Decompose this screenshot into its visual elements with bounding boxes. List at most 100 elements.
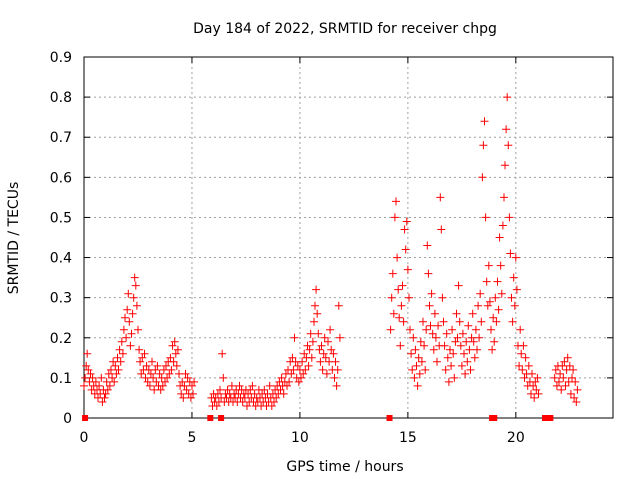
- data-point: [478, 173, 487, 182]
- data-point: [490, 337, 499, 346]
- no-data-marker: [386, 415, 393, 421]
- data-point: [561, 381, 570, 390]
- y-tick-label: 0.9: [50, 50, 72, 66]
- data-point: [410, 373, 419, 382]
- y-tick-label: 0.6: [50, 170, 72, 186]
- data-point: [494, 305, 503, 314]
- data-point: [442, 329, 451, 338]
- data-point: [516, 325, 525, 334]
- data-point: [422, 325, 431, 334]
- data-point: [114, 365, 123, 374]
- data-point: [444, 377, 453, 386]
- data-point: [408, 365, 417, 374]
- data-point: [300, 349, 309, 358]
- data-point: [126, 341, 135, 350]
- data-point: [510, 301, 519, 310]
- data-point: [91, 377, 100, 386]
- data-point: [218, 349, 227, 358]
- data-point: [304, 361, 313, 370]
- data-point: [86, 369, 95, 378]
- data-point: [388, 269, 397, 278]
- data-point: [398, 281, 407, 290]
- data-point: [248, 381, 257, 390]
- data-point: [121, 313, 129, 322]
- y-tick-label: 0.1: [50, 371, 72, 387]
- data-point: [555, 377, 563, 386]
- data-point: [98, 398, 107, 406]
- x-tick-label: 20: [507, 430, 525, 446]
- data-point: [290, 333, 299, 342]
- data-point: [436, 193, 445, 202]
- no-data-marker: [218, 415, 225, 421]
- data-point: [119, 325, 128, 334]
- data-point: [333, 365, 342, 374]
- data-point: [449, 349, 458, 358]
- no-data-marker: [207, 415, 214, 421]
- data-point: [113, 353, 122, 362]
- data-point: [213, 389, 222, 398]
- data-point: [109, 357, 118, 366]
- data-point: [420, 341, 429, 350]
- data-point: [469, 337, 478, 346]
- data-point: [448, 325, 457, 334]
- data-point: [572, 398, 581, 406]
- data-point: [97, 373, 106, 382]
- data-point: [556, 369, 565, 378]
- data-point: [151, 365, 160, 374]
- data-point: [457, 361, 466, 370]
- data-point: [464, 321, 473, 330]
- data-point: [307, 353, 316, 362]
- data-point: [305, 345, 314, 354]
- data-point: [394, 285, 403, 294]
- data-point: [287, 369, 296, 378]
- grid: [84, 57, 613, 418]
- data-point: [447, 361, 456, 370]
- data-point: [521, 353, 530, 362]
- data-point: [122, 333, 131, 342]
- data-point: [156, 385, 165, 394]
- data-point: [219, 373, 228, 382]
- data-point: [182, 385, 191, 394]
- data-point: [116, 357, 125, 366]
- data-point: [153, 361, 162, 370]
- data-point: [409, 333, 418, 342]
- data-point: [411, 345, 420, 354]
- data-point: [103, 385, 112, 394]
- data-point: [124, 289, 133, 298]
- data-point: [246, 385, 255, 394]
- data-point: [162, 361, 170, 370]
- data-point: [485, 297, 494, 306]
- data-point: [299, 369, 308, 378]
- data-point: [318, 365, 327, 374]
- data-point: [498, 221, 507, 230]
- data-point: [489, 313, 498, 322]
- y-tick-label: 0.4: [50, 251, 72, 267]
- data-point: [212, 402, 221, 410]
- data-point: [293, 361, 302, 370]
- data-point: [173, 345, 182, 354]
- data-point: [431, 333, 440, 342]
- data-point: [568, 373, 576, 382]
- data-point: [312, 285, 321, 294]
- data-point: [412, 361, 421, 370]
- data-point: [533, 373, 542, 382]
- data-point: [108, 373, 117, 382]
- data-point: [552, 381, 561, 390]
- data-point: [425, 301, 434, 310]
- data-point: [503, 93, 512, 102]
- x-tick-label: 15: [399, 430, 417, 446]
- data-point: [146, 369, 155, 378]
- x-tick-label: 10: [291, 430, 309, 446]
- data-point: [301, 365, 310, 374]
- chart-title: Day 184 of 2022, SRMTID for receiver chp…: [193, 21, 497, 37]
- data-point: [455, 317, 464, 326]
- data-point: [515, 361, 524, 370]
- no-data-marker: [82, 415, 89, 421]
- data-point: [550, 373, 559, 382]
- data-point: [131, 281, 140, 290]
- data-point: [270, 398, 278, 406]
- data-point: [500, 193, 508, 202]
- data-point: [155, 369, 164, 378]
- data-point: [84, 365, 93, 374]
- data-point: [329, 349, 338, 358]
